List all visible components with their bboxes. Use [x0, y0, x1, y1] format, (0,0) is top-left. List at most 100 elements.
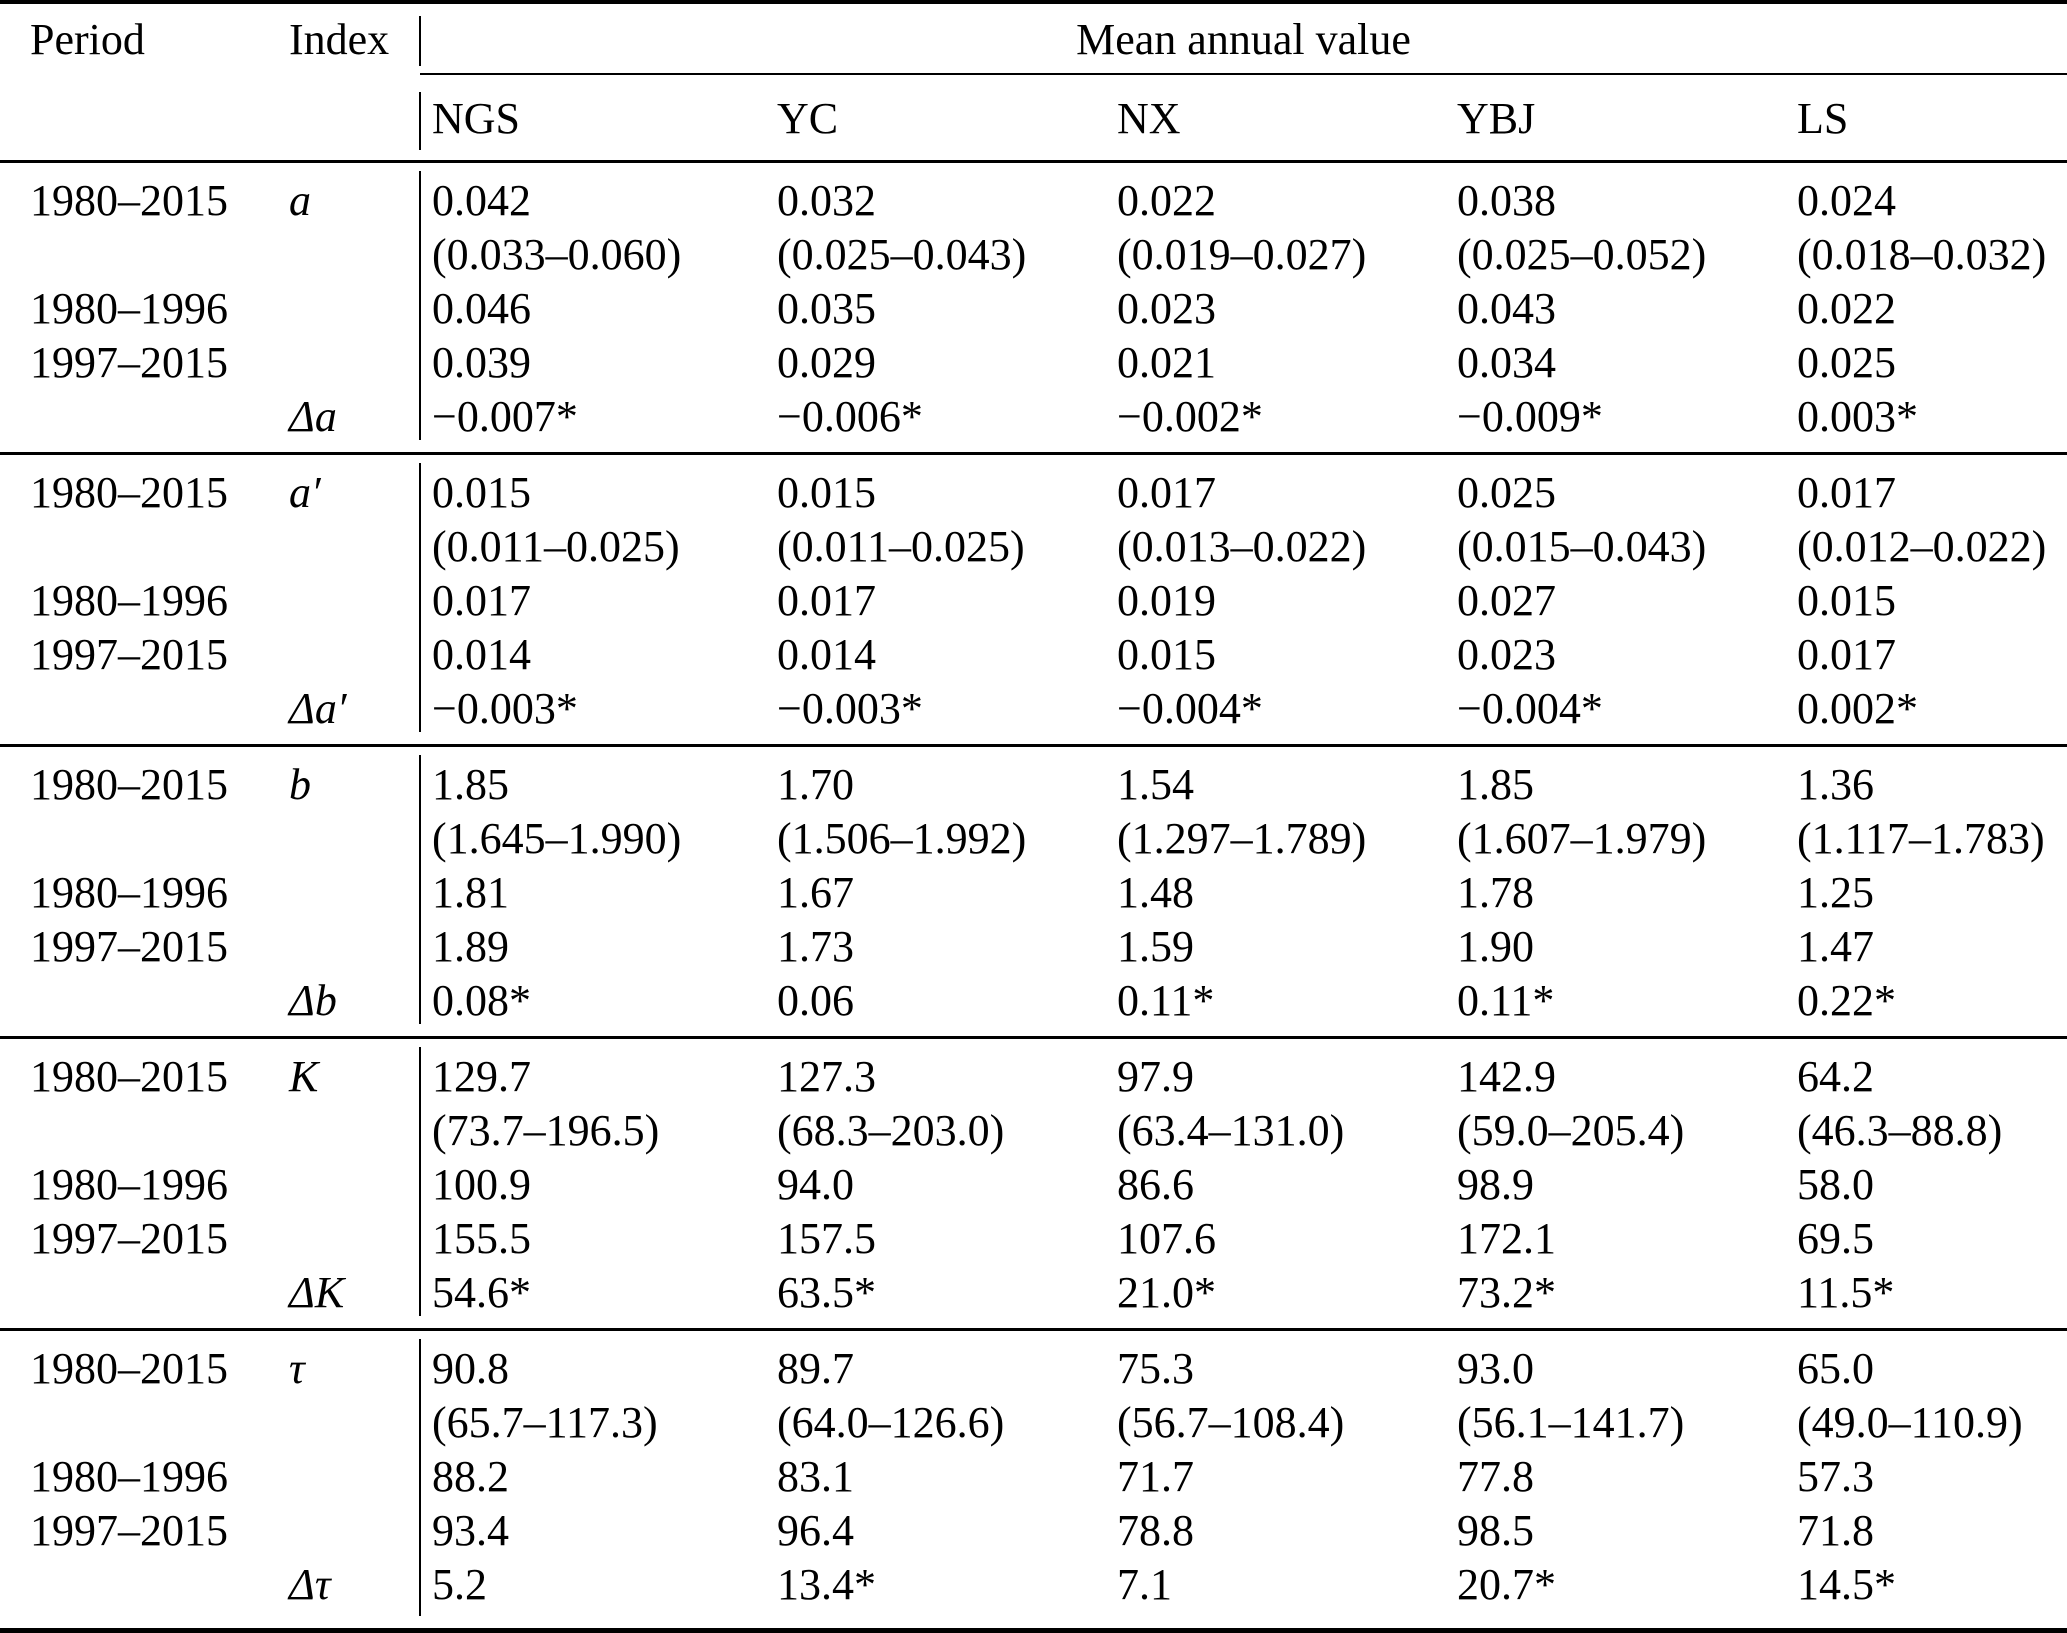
value-cell: 0.025: [1797, 337, 1896, 387]
header-row-2: NGS YC NX YBJ LS: [0, 76, 2067, 160]
delta-cell: 7.1: [1117, 1559, 1172, 1609]
value-cell: 1.47: [1797, 921, 1874, 971]
table-row: Δb 0.08* 0.06 0.11* 0.11* 0.22*: [0, 973, 2067, 1027]
value-cell: 83.1: [777, 1451, 854, 1501]
value-cell: 100.9: [432, 1159, 531, 1209]
top-rule: [0, 0, 2067, 4]
value-cell: 0.025: [1457, 467, 1556, 517]
table-row: (65.7–117.3) (64.0–126.6) (56.7–108.4) (…: [0, 1395, 2067, 1449]
delta-cell: 73.2*: [1457, 1267, 1556, 1317]
table-row: 1997–2015 0.039 0.029 0.021 0.034 0.025: [0, 335, 2067, 389]
table-row: 1980–2015 K 129.7 127.3 97.9 142.9 64.2: [0, 1049, 2067, 1103]
range-cell: (49.0–110.9): [1797, 1397, 2023, 1447]
value-cell: 64.2: [1797, 1051, 1874, 1101]
value-cell: 155.5: [432, 1213, 531, 1263]
span-header-rule: [420, 73, 2067, 75]
delta-cell: 0.08*: [432, 975, 531, 1025]
delta-cell: −0.006*: [777, 391, 923, 441]
header-vertical-rule-bottom: [419, 92, 421, 150]
delta-cell: 54.6*: [432, 1267, 531, 1317]
table-row: 1980–1996 0.017 0.017 0.019 0.027 0.015: [0, 573, 2067, 627]
index-header: Index: [289, 14, 390, 64]
delta-cell: 0.002*: [1797, 683, 1918, 733]
table-row: (0.011–0.025) (0.011–0.025) (0.013–0.022…: [0, 519, 2067, 573]
value-cell: 89.7: [777, 1343, 854, 1393]
range-cell: (56.1–141.7): [1457, 1397, 1685, 1447]
period-cell: 1980–1996: [30, 283, 228, 333]
period-cell: 1980–2015: [30, 759, 228, 809]
delta-cell: 0.22*: [1797, 975, 1896, 1025]
value-cell: 1.54: [1117, 759, 1194, 809]
table-row: Δτ 5.2 13.4* 7.1 20.7* 14.5*: [0, 1557, 2067, 1611]
value-cell: 1.70: [777, 759, 854, 809]
period-cell: 1980–1996: [30, 867, 228, 917]
delta-cell: −0.003*: [432, 683, 578, 733]
value-cell: 0.039: [432, 337, 531, 387]
column-header-yc: YC: [777, 93, 839, 143]
value-cell: 94.0: [777, 1159, 854, 1209]
bottom-rule: [0, 1628, 2067, 1633]
value-cell: 1.59: [1117, 921, 1194, 971]
range-cell: (1.506–1.992): [777, 813, 1027, 863]
range-cell: (0.018–0.032): [1797, 229, 2047, 279]
value-cell: 69.5: [1797, 1213, 1874, 1263]
value-cell: 0.014: [777, 629, 876, 679]
table-row: 1980–1996 1.81 1.67 1.48 1.78 1.25: [0, 865, 2067, 919]
range-cell: (0.033–0.060): [432, 229, 682, 279]
table-row: (0.033–0.060) (0.025–0.043) (0.019–0.027…: [0, 227, 2067, 281]
value-cell: 97.9: [1117, 1051, 1194, 1101]
value-cell: 0.014: [432, 629, 531, 679]
range-cell: (0.012–0.022): [1797, 521, 2047, 571]
period-cell: 1997–2015: [30, 337, 228, 387]
delta-cell: −0.009*: [1457, 391, 1603, 441]
column-header-ybj: YBJ: [1457, 93, 1536, 143]
range-cell: (0.011–0.025): [432, 521, 680, 571]
table-row: (1.645–1.990) (1.506–1.992) (1.297–1.789…: [0, 811, 2067, 865]
index-cell: K: [289, 1051, 319, 1101]
section-a: 1980–2015 a 0.042 0.032 0.022 0.038 0.02…: [0, 163, 2067, 455]
delta-cell: 0.003*: [1797, 391, 1918, 441]
table-row: 1997–2015 1.89 1.73 1.59 1.90 1.47: [0, 919, 2067, 973]
delta-cell: −0.002*: [1117, 391, 1263, 441]
value-cell: 58.0: [1797, 1159, 1874, 1209]
index-cell: ΔK: [289, 1267, 345, 1317]
table-row: 1980–1996 0.046 0.035 0.023 0.043 0.022: [0, 281, 2067, 335]
value-cell: 0.043: [1457, 283, 1556, 333]
value-cell: 90.8: [432, 1343, 509, 1393]
period-cell: 1980–1996: [30, 575, 228, 625]
table-row: 1980–1996 88.2 83.1 71.7 77.8 57.3: [0, 1449, 2067, 1503]
table-row: 1980–2015 τ 90.8 89.7 75.3 93.0 65.0: [0, 1341, 2067, 1395]
value-cell: 57.3: [1797, 1451, 1874, 1501]
table-header: Period Index Mean annual value NGS YC NX…: [0, 4, 2067, 163]
value-cell: 129.7: [432, 1051, 531, 1101]
value-cell: 0.038: [1457, 175, 1556, 225]
index-cell: τ: [289, 1343, 305, 1393]
table-row: 1997–2015 93.4 96.4 78.8 98.5 71.8: [0, 1503, 2067, 1557]
period-cell: 1980–1996: [30, 1159, 228, 1209]
value-cell: 93.4: [432, 1505, 509, 1555]
table-row: ΔK 54.6* 63.5* 21.0* 73.2* 11.5*: [0, 1265, 2067, 1319]
range-cell: (65.7–117.3): [432, 1397, 658, 1447]
value-cell: 1.85: [432, 759, 509, 809]
range-cell: (68.3–203.0): [777, 1105, 1005, 1155]
value-cell: 0.017: [1797, 629, 1896, 679]
range-cell: (0.011–0.025): [777, 521, 1025, 571]
value-cell: 0.024: [1797, 175, 1896, 225]
period-cell: 1980–2015: [30, 1051, 228, 1101]
table-row: 1980–2015 a′ 0.015 0.015 0.017 0.025 0.0…: [0, 465, 2067, 519]
range-cell: (1.117–1.783): [1797, 813, 2045, 863]
header-row-1: Period Index Mean annual value: [0, 4, 2067, 74]
value-cell: 88.2: [432, 1451, 509, 1501]
value-cell: 0.032: [777, 175, 876, 225]
value-cell: 1.85: [1457, 759, 1534, 809]
section-a-prime: 1980–2015 a′ 0.015 0.015 0.017 0.025 0.0…: [0, 455, 2067, 747]
delta-cell: 0.06: [777, 975, 854, 1025]
value-cell: 65.0: [1797, 1343, 1874, 1393]
value-cell: 98.5: [1457, 1505, 1534, 1555]
table-row: Δa −0.007* −0.006* −0.002* −0.009* 0.003…: [0, 389, 2067, 443]
table-row: 1980–2015 b 1.85 1.70 1.54 1.85 1.36: [0, 757, 2067, 811]
section-tau: 1980–2015 τ 90.8 89.7 75.3 93.0 65.0 (65…: [0, 1331, 2067, 1628]
index-cell: Δb: [289, 975, 337, 1025]
table-row: 1997–2015 0.014 0.014 0.015 0.023 0.017: [0, 627, 2067, 681]
